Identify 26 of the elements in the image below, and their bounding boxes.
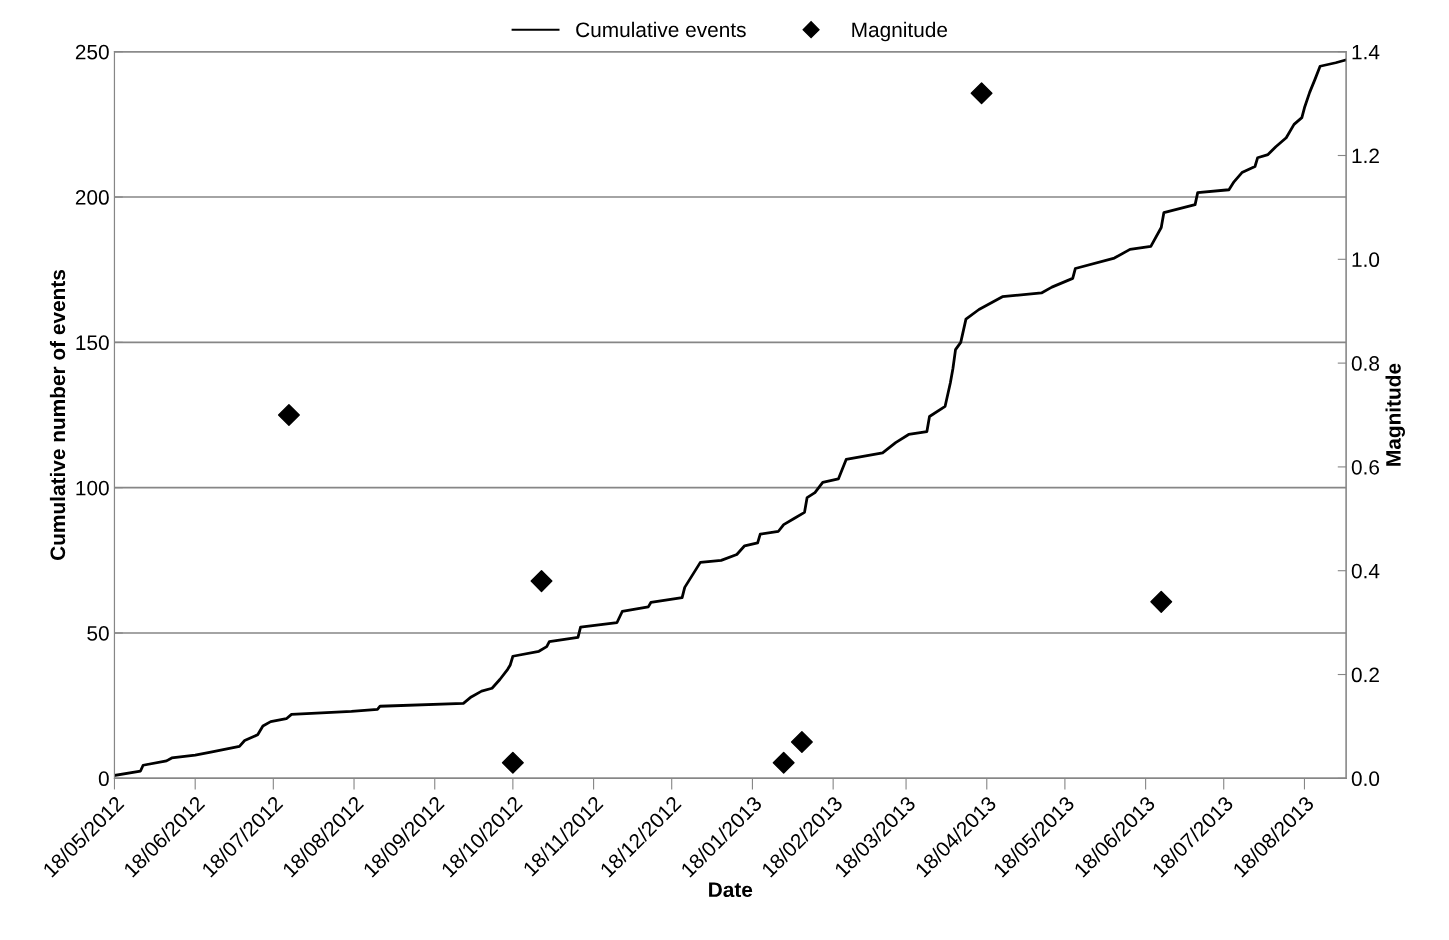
y2-tick-label: 1.2: [1352, 148, 1379, 164]
y-tick-label: 150: [76, 335, 109, 351]
legend-label: Magnitude: [852, 21, 948, 42]
y-axis-title: Cumulative number of events: [49, 269, 66, 561]
y2-tick-label: 0.6: [1351, 459, 1380, 475]
y-tick-label: 50: [87, 626, 109, 641]
point: [501, 751, 524, 774]
point: [772, 751, 795, 774]
point: [790, 730, 813, 753]
y-tick-label: 100: [76, 480, 109, 496]
legend-label: Cumulative events: [576, 21, 746, 38]
y-tick-label: 0: [98, 771, 109, 787]
point: [530, 570, 553, 593]
y2-tick-label: 0.0: [1351, 771, 1380, 787]
y2-tick-label: 0.2: [1351, 667, 1379, 683]
point: [277, 404, 300, 427]
point: [970, 82, 993, 105]
y2-tick-label: 0.4: [1351, 563, 1380, 579]
point: [1150, 590, 1173, 613]
x-axis-title: Date: [709, 882, 753, 898]
y2-tick-label: 1.4: [1352, 44, 1380, 60]
y2-tick-label: 0.8: [1351, 356, 1380, 371]
y-tick-label: 250: [75, 44, 109, 60]
y2-axis-title: Magnitude: [1385, 363, 1406, 466]
y-tick-label: 200: [75, 190, 109, 205]
y2-tick-label: 1.0: [1352, 252, 1380, 268]
